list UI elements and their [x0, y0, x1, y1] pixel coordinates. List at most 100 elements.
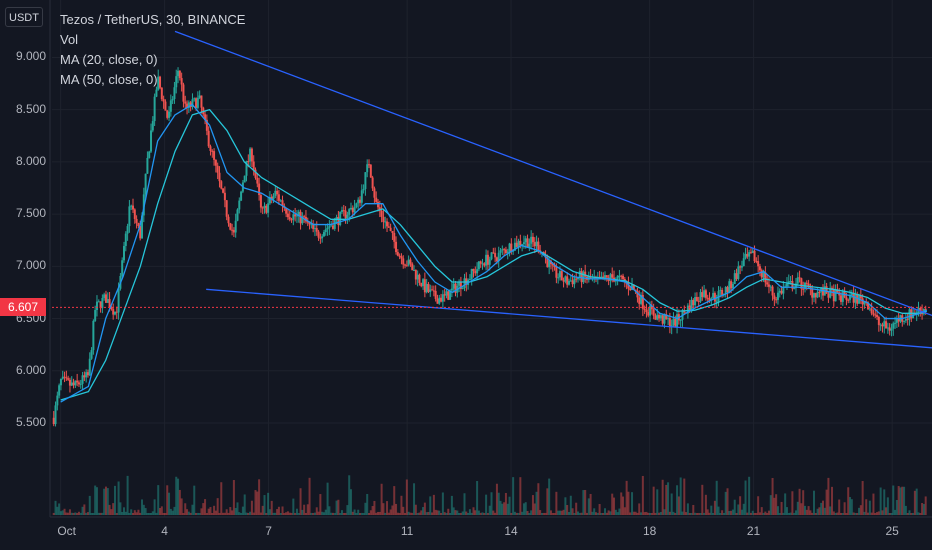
- currency-unit-button[interactable]: USDT: [5, 7, 43, 27]
- volume-bar: [65, 512, 68, 515]
- volume-bar: [809, 510, 812, 515]
- volume-bar: [782, 512, 785, 515]
- volume-bar: [110, 509, 113, 515]
- volume-bar: [634, 511, 637, 515]
- candle-body: [97, 301, 100, 303]
- volume-bar: [283, 512, 286, 515]
- volume-bar: [79, 512, 82, 515]
- candle-body: [483, 263, 486, 266]
- volume-bar: [202, 503, 205, 515]
- symbol-title[interactable]: Tezos / TetherUS, 30, BINANCE: [60, 12, 246, 27]
- candle-body: [422, 279, 425, 287]
- candle-body: [218, 172, 221, 182]
- volume-bar: [868, 500, 871, 515]
- candle-body: [104, 294, 107, 303]
- volume-bar: [88, 495, 91, 515]
- candle-body: [380, 210, 383, 217]
- candle-body: [378, 207, 381, 211]
- candle-body: [344, 210, 347, 219]
- volume-bar: [647, 512, 650, 515]
- candle-body: [70, 382, 73, 386]
- volume-bar: [128, 512, 131, 515]
- volume-bar: [841, 512, 844, 515]
- indicator-volume[interactable]: Vol: [60, 32, 79, 47]
- candle-body: [441, 294, 444, 302]
- volume-bar: [805, 509, 808, 515]
- candle-body: [740, 266, 743, 268]
- candle-body: [220, 181, 223, 189]
- candle-body: [571, 280, 574, 285]
- candle-body: [175, 76, 178, 88]
- volume-bar: [859, 505, 862, 515]
- time-tick-label: 7: [265, 524, 272, 538]
- volume-bar: [209, 507, 212, 515]
- volume-bar: [703, 512, 706, 515]
- candle-body: [576, 277, 579, 280]
- volume-bar: [883, 489, 886, 515]
- candle-body: [668, 318, 671, 328]
- candle-body: [297, 211, 300, 216]
- candle-body: [359, 199, 361, 203]
- candle-body: [605, 275, 608, 278]
- volume-bar: [641, 475, 644, 515]
- candle-body: [560, 271, 563, 281]
- volume-bar: [831, 486, 834, 515]
- candle-body: [748, 252, 751, 257]
- volume-bar: [288, 512, 291, 515]
- volume-bar: [649, 513, 652, 515]
- volume-bar: [324, 509, 327, 515]
- volume-bar: [787, 512, 790, 515]
- candle-body: [533, 242, 536, 247]
- indicator-ma20[interactable]: MA (20, close, 0): [60, 52, 158, 67]
- candle-body: [791, 281, 794, 289]
- volume-bar: [652, 486, 655, 515]
- candle-body: [198, 95, 201, 98]
- volume-bar: [366, 493, 369, 515]
- volume-bar: [499, 500, 502, 515]
- volume-bar: [708, 512, 711, 515]
- volume-bar: [557, 510, 560, 515]
- volume-bar: [395, 503, 398, 515]
- candle-body: [67, 378, 70, 380]
- candle-body: [874, 314, 877, 316]
- candle-body: [886, 327, 889, 329]
- candle-body: [72, 382, 75, 386]
- volume-bar: [470, 512, 473, 515]
- candle-body: [640, 295, 643, 304]
- volume-bar: [728, 510, 731, 515]
- indicator-ma50[interactable]: MA (50, close, 0): [60, 72, 158, 87]
- candle-body: [56, 395, 59, 406]
- volume-bar: [638, 503, 641, 515]
- candle-body: [213, 151, 216, 160]
- volume-bar: [544, 512, 547, 515]
- candle-body: [362, 189, 365, 191]
- volume-bar: [591, 511, 594, 515]
- candle-body: [845, 297, 848, 300]
- volume-bar: [584, 489, 587, 515]
- volume-bar: [380, 483, 383, 515]
- volume-bar: [784, 493, 787, 515]
- volume-bar: [137, 509, 140, 515]
- volume-bar: [368, 513, 371, 515]
- volume-bar: [501, 503, 504, 515]
- volume-bar: [807, 506, 810, 515]
- volume-bar: [735, 513, 738, 515]
- volume-bar: [521, 511, 524, 515]
- candle-body: [135, 218, 138, 223]
- candle-body: [658, 314, 661, 319]
- candle-body: [286, 213, 289, 218]
- volume-bar: [825, 489, 828, 515]
- candle-body: [894, 322, 897, 324]
- volume-bar: [83, 504, 86, 515]
- volume-bar: [587, 498, 590, 515]
- candle-body: [726, 287, 729, 293]
- candle-body: [517, 240, 520, 247]
- candle-body: [256, 177, 259, 184]
- candle-body: [870, 308, 873, 314]
- volume-bar: [443, 512, 446, 515]
- volume-bar: [146, 512, 149, 515]
- candle-body: [351, 207, 354, 213]
- volume-bar: [724, 491, 727, 515]
- volume-bar: [733, 499, 736, 515]
